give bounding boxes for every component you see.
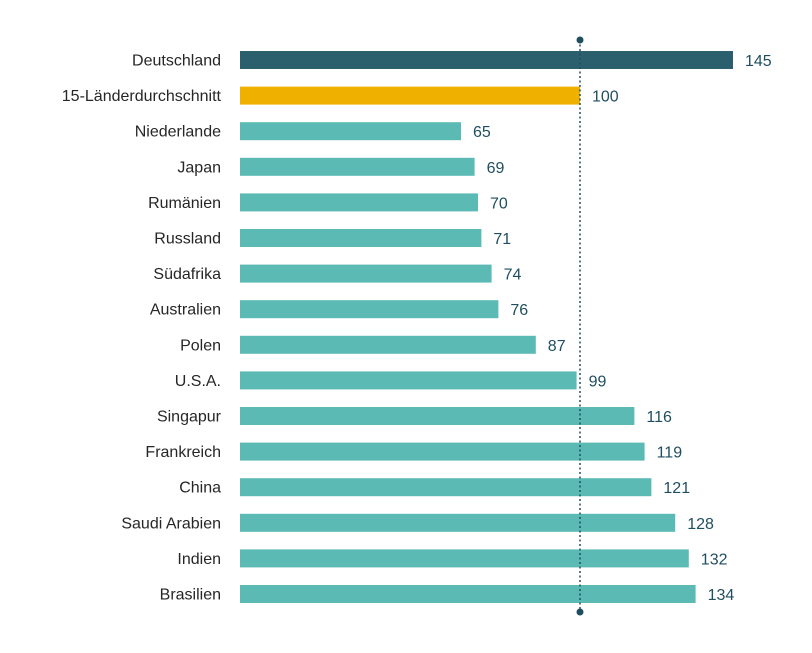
value-label: 132 bbox=[701, 551, 728, 568]
bar-10 bbox=[240, 407, 635, 425]
category-label: Russland bbox=[154, 231, 221, 248]
category-label: Südafrika bbox=[153, 266, 221, 283]
bar-11 bbox=[240, 442, 645, 461]
category-label: Singapur bbox=[157, 409, 222, 426]
bar-5 bbox=[240, 229, 482, 247]
category-label: China bbox=[179, 480, 221, 497]
value-label: 70 bbox=[490, 195, 508, 212]
bar-12 bbox=[240, 478, 652, 497]
value-label: 134 bbox=[708, 587, 735, 604]
category-label: Deutschland bbox=[132, 53, 221, 70]
category-label: Saudi Arabien bbox=[121, 515, 221, 532]
category-label: Japan bbox=[177, 159, 221, 176]
value-label: 145 bbox=[745, 53, 772, 70]
value-label: 119 bbox=[657, 445, 683, 462]
reference-line-top-dot bbox=[576, 36, 584, 44]
value-label: 74 bbox=[504, 267, 522, 284]
bar-6 bbox=[240, 264, 492, 283]
bar-13 bbox=[240, 513, 676, 532]
category-label: Australien bbox=[150, 302, 221, 319]
bar-0 bbox=[240, 51, 733, 69]
value-label: 65 bbox=[473, 124, 491, 141]
bar-3 bbox=[240, 157, 475, 176]
bar-4 bbox=[240, 193, 478, 212]
bar-2 bbox=[240, 122, 461, 141]
value-label: 71 bbox=[493, 231, 511, 248]
value-label: 121 bbox=[663, 480, 690, 497]
category-label: U.S.A. bbox=[175, 373, 221, 390]
value-label: 87 bbox=[548, 338, 566, 355]
category-label: Frankreich bbox=[145, 444, 221, 461]
category-label: Brasilien bbox=[160, 587, 221, 604]
value-label: 116 bbox=[646, 409, 672, 426]
value-label: 69 bbox=[487, 160, 505, 177]
bar-15 bbox=[240, 585, 696, 603]
bar-9 bbox=[240, 371, 577, 390]
category-label: Indien bbox=[177, 551, 221, 568]
bar-8 bbox=[240, 335, 536, 354]
value-label: 128 bbox=[687, 516, 714, 533]
category-label: Polen bbox=[180, 337, 221, 354]
value-label: 76 bbox=[510, 302, 528, 319]
category-label: Niederlande bbox=[135, 124, 221, 141]
reference-line-bottom-dot bbox=[576, 608, 584, 616]
bar-14 bbox=[240, 549, 689, 568]
category-label: Rumänien bbox=[148, 195, 221, 212]
value-label: 100 bbox=[592, 89, 619, 106]
bar-1 bbox=[240, 86, 580, 105]
category-label: 15-Länderdurchschnitt bbox=[62, 88, 222, 105]
bar-7 bbox=[240, 300, 499, 319]
value-label: 99 bbox=[589, 373, 607, 390]
